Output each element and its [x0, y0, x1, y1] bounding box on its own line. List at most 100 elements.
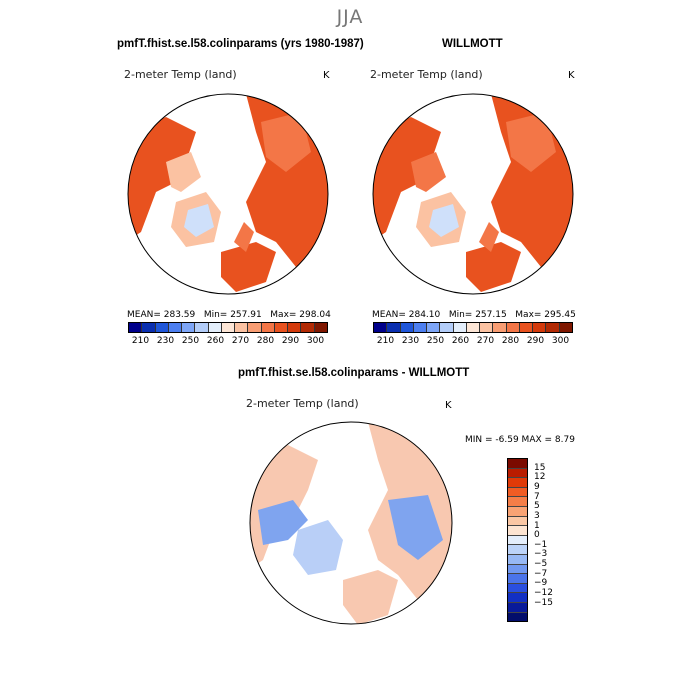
colorbar-swatch	[533, 323, 547, 332]
colorbar-swatch	[288, 323, 302, 332]
stat-min: Min= 257.15	[448, 310, 507, 320]
colorbar-tick-label: −15	[534, 597, 553, 608]
colorbar-tick-label: 1	[534, 520, 540, 531]
colorbar-tick-label: −9	[534, 578, 548, 589]
season-title: JJA	[336, 6, 364, 28]
colorbar-swatch	[301, 323, 315, 332]
colorbar-swatch	[559, 323, 572, 332]
colorbar-tick-label: 290	[281, 336, 300, 346]
siberia-patch	[261, 112, 311, 172]
colorbar-swatch	[466, 323, 481, 332]
north-america-land	[128, 117, 196, 242]
colorbar-swatch	[235, 323, 249, 332]
colorbar-swatch	[261, 323, 275, 332]
colorbar-tick-label: 15	[534, 462, 546, 473]
stat-mean: MEAN= 284.10	[372, 310, 441, 320]
colorbar-swatch	[508, 516, 527, 527]
panel-left-stats: MEAN= 283.59 Min= 257.91 Max= 298.04	[127, 310, 331, 320]
colorbar-right	[373, 322, 573, 333]
colorbar-swatch	[493, 323, 507, 332]
colorbar-tick-label: −5	[534, 559, 548, 570]
panel-left-unit: K	[323, 70, 330, 81]
panel-right-stats: MEAN= 284.10 Min= 257.15 Max= 295.45	[372, 310, 576, 320]
colorbar-tick-label: 210	[131, 336, 150, 346]
europe-diff	[343, 570, 398, 624]
colorbar-swatch	[508, 497, 527, 507]
colorbar-swatch	[508, 526, 527, 536]
colorbar-swatch	[221, 323, 236, 332]
colorbar-swatch	[155, 323, 169, 332]
stat-max: Max= 298.04	[270, 310, 331, 320]
colorbar-tick-label: 260	[451, 336, 470, 346]
colorbar-tick-label: −3	[534, 549, 548, 560]
colorbar-tick-label: 300	[306, 336, 325, 346]
colorbar-swatch	[508, 535, 527, 546]
colorbar-swatch	[508, 459, 527, 469]
canada-cold-bias	[258, 500, 308, 545]
colorbar-tick-label: −7	[534, 568, 548, 579]
colorbar-tick-label: 270	[231, 336, 250, 346]
colorbar-tick-label: 5	[534, 501, 540, 512]
colorbar-tick-label: 300	[551, 336, 570, 346]
greenland-ice	[184, 204, 214, 237]
colorbar-swatch	[427, 323, 441, 332]
diff-panel-variable: 2-meter Temp (land)	[246, 397, 359, 410]
colorbar-tick-label: 260	[206, 336, 225, 346]
europe-land	[466, 242, 521, 292]
panel-right-title: WILLMOTT	[442, 38, 503, 50]
stat-mean: MEAN= 283.59	[127, 310, 196, 320]
colorbar-swatch	[480, 323, 494, 332]
panel-left-title: pmfT.fhist.se.l58.colinparams (yrs 1980-…	[117, 38, 364, 50]
colorbar-swatch	[208, 323, 222, 332]
colorbar-tick-label: 280	[256, 336, 275, 346]
greenland-diff	[293, 520, 343, 575]
north-america-land	[373, 117, 441, 242]
colorbar-swatch	[248, 323, 262, 332]
colorbar-swatch	[314, 323, 327, 332]
colorbar-tick-label: 210	[376, 336, 395, 346]
polar-map-model	[127, 93, 329, 295]
siberia-cold-bias	[388, 495, 443, 560]
colorbar-swatch	[508, 612, 527, 622]
panel-right-variable: 2-meter Temp (land)	[370, 68, 483, 81]
scandinavia-land	[479, 222, 499, 252]
colorbar-swatch	[508, 545, 527, 555]
colorbar-swatch	[508, 478, 527, 488]
colorbar-swatch	[453, 323, 467, 332]
diff-minmax: MIN = -6.59 MAX = 8.79	[465, 435, 575, 445]
stat-min: Min= 257.91	[203, 310, 262, 320]
colorbar-swatch	[546, 323, 560, 332]
colorbar-swatch	[508, 554, 527, 565]
colorbar-tick-label: 250	[426, 336, 445, 346]
colorbar-tick-label: 0	[534, 530, 540, 541]
colorbar-swatch	[508, 593, 527, 603]
colorbar-swatch	[387, 323, 401, 332]
polar-map-obs	[372, 93, 574, 295]
colorbar-tick-label: 290	[526, 336, 545, 346]
colorbar-swatch	[508, 487, 527, 498]
colorbar-swatch	[440, 323, 454, 332]
polar-map-diff	[249, 421, 453, 625]
colorbar-tick-label: 230	[156, 336, 175, 346]
colorbar-swatch	[519, 323, 534, 332]
colorbar-tick-label: 280	[501, 336, 520, 346]
canada-arctic	[411, 152, 446, 192]
colorbar-diff	[507, 458, 528, 622]
colorbar-tick-label: 12	[534, 472, 546, 483]
colorbar-swatch	[129, 323, 143, 332]
colorbar-swatch	[168, 323, 183, 332]
scandinavia-land	[234, 222, 254, 252]
panel-right-unit: K	[568, 70, 575, 81]
colorbar-swatch	[508, 564, 527, 575]
colorbar-tick-label: 250	[181, 336, 200, 346]
colorbar-tick-label: 7	[534, 491, 540, 502]
colorbar-tick-label: 230	[401, 336, 420, 346]
colorbar-swatch	[508, 468, 527, 479]
colorbar-swatch	[508, 602, 527, 613]
colorbar-swatch	[413, 323, 428, 332]
stat-max: Max= 295.45	[515, 310, 576, 320]
colorbar-swatch	[508, 583, 527, 594]
greenland-ice	[429, 204, 459, 237]
colorbar-swatch	[195, 323, 209, 332]
europe-land	[221, 242, 276, 292]
